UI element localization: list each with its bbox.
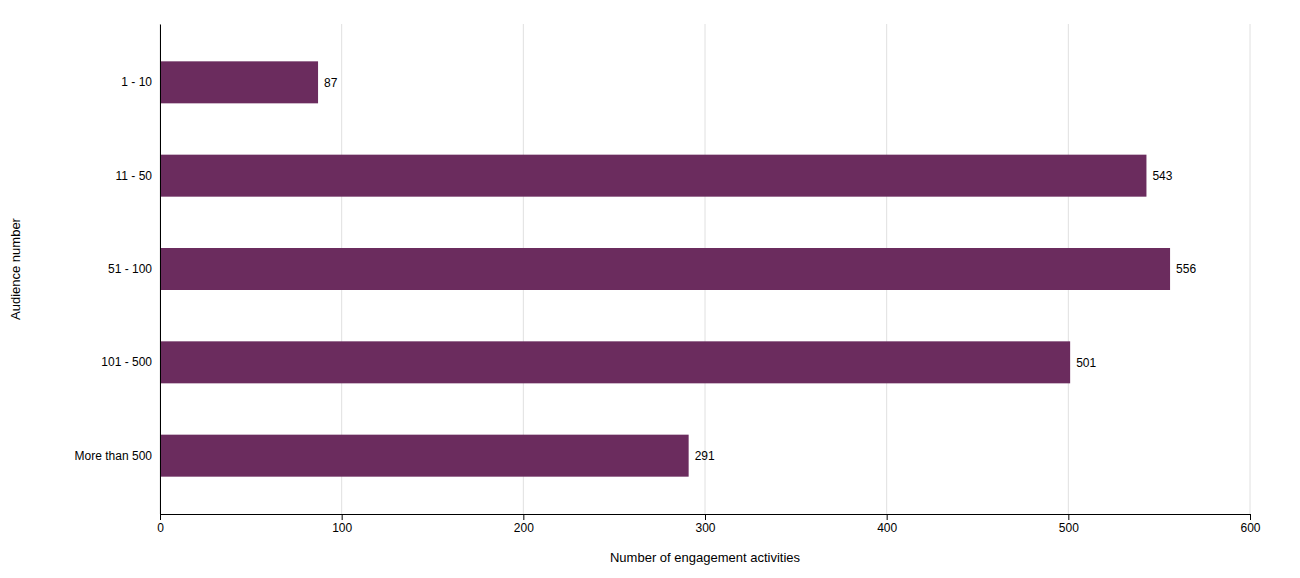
tick: 1 - 10 — [121, 75, 152, 89]
tick-mark — [1250, 514, 1251, 520]
tick-mark — [342, 514, 343, 520]
tick: 400 — [877, 514, 897, 535]
tick-mark — [705, 514, 706, 520]
tick: 100 — [332, 514, 352, 535]
bars — [160, 61, 1170, 476]
grid-line — [1250, 24, 1251, 514]
tick: 0 — [157, 514, 164, 535]
tick: 101 - 500 — [101, 355, 152, 369]
tick: 200 — [514, 514, 534, 535]
x-axis: 0 100 200 300 400 500 600 — [157, 514, 1261, 535]
tick-label: 1 - 10 — [121, 75, 152, 89]
bar — [160, 248, 1170, 290]
tick-mark — [160, 514, 161, 520]
tick-label: 11 - 50 — [116, 169, 153, 183]
tick: 600 — [1240, 514, 1260, 535]
tick: 300 — [695, 514, 715, 535]
grid — [160, 24, 1250, 514]
tick-label: 0 — [157, 521, 164, 535]
data-label: 501 — [1076, 356, 1096, 370]
tick: More than 500 — [75, 449, 153, 463]
axis-line — [161, 515, 1251, 521]
tick-label: 200 — [514, 521, 534, 535]
axis-line — [160, 25, 161, 515]
bar — [160, 155, 1146, 197]
tick-mark — [887, 514, 888, 520]
tick-label: 101 - 500 — [101, 355, 152, 369]
grid-line — [160, 24, 161, 514]
tick-label: 300 — [695, 521, 715, 535]
chart: 8754355650129101002003004005006001 - 101… — [0, 0, 1300, 578]
bar — [160, 435, 689, 477]
tick: 500 — [1059, 514, 1079, 535]
plot: 8754355650129101002003004005006001 - 101… — [75, 24, 1261, 535]
x-axis-title: Number of engagement activities — [610, 550, 801, 565]
tick-label: 51 - 100 — [108, 262, 152, 276]
tick: 11 - 50 — [116, 169, 153, 183]
data-labels: 87 543 556 501 291 — [324, 76, 1196, 463]
tick-label: 400 — [877, 521, 897, 535]
tick-label: More than 500 — [75, 449, 153, 463]
data-label: 291 — [695, 449, 715, 463]
tick-label: 100 — [332, 521, 352, 535]
y-axis: 1 - 10 11 - 50 51 - 100 101 - 500 More than … — [75, 25, 161, 515]
data-label: 556 — [1176, 262, 1196, 276]
data-label: 87 — [324, 76, 338, 90]
tick: 51 - 100 — [108, 262, 152, 276]
y-axis-title: Audience number — [8, 217, 23, 320]
bar — [160, 61, 318, 103]
tick-label: 500 — [1059, 521, 1079, 535]
tick-mark — [523, 514, 524, 520]
data-label: 543 — [1152, 169, 1172, 183]
tick-label: 600 — [1240, 521, 1260, 535]
bar — [160, 341, 1070, 383]
tick-mark — [1068, 514, 1069, 520]
